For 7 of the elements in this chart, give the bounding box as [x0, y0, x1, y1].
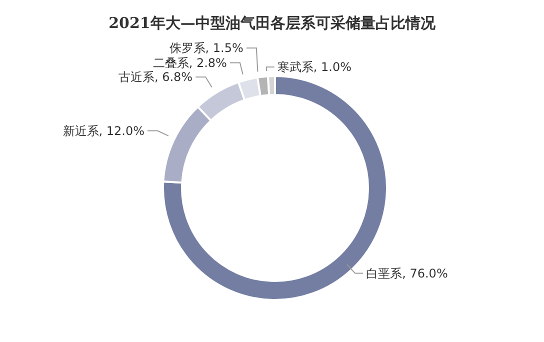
slice-label: 侏罗系, 1.5%: [169, 41, 244, 56]
slice-label: 新近系, 12.0%: [62, 124, 145, 138]
slice-label: 二叠系, 2.8%: [152, 56, 227, 70]
slice-label: 寒武系, 1.0%: [277, 60, 352, 74]
slice-label: 古近系, 6.8%: [118, 70, 193, 84]
slice-label: 白垩系, 76.0%: [366, 266, 448, 280]
chart-title: 2021年大—中型油气田各层系可采储量占比情况: [108, 14, 436, 33]
